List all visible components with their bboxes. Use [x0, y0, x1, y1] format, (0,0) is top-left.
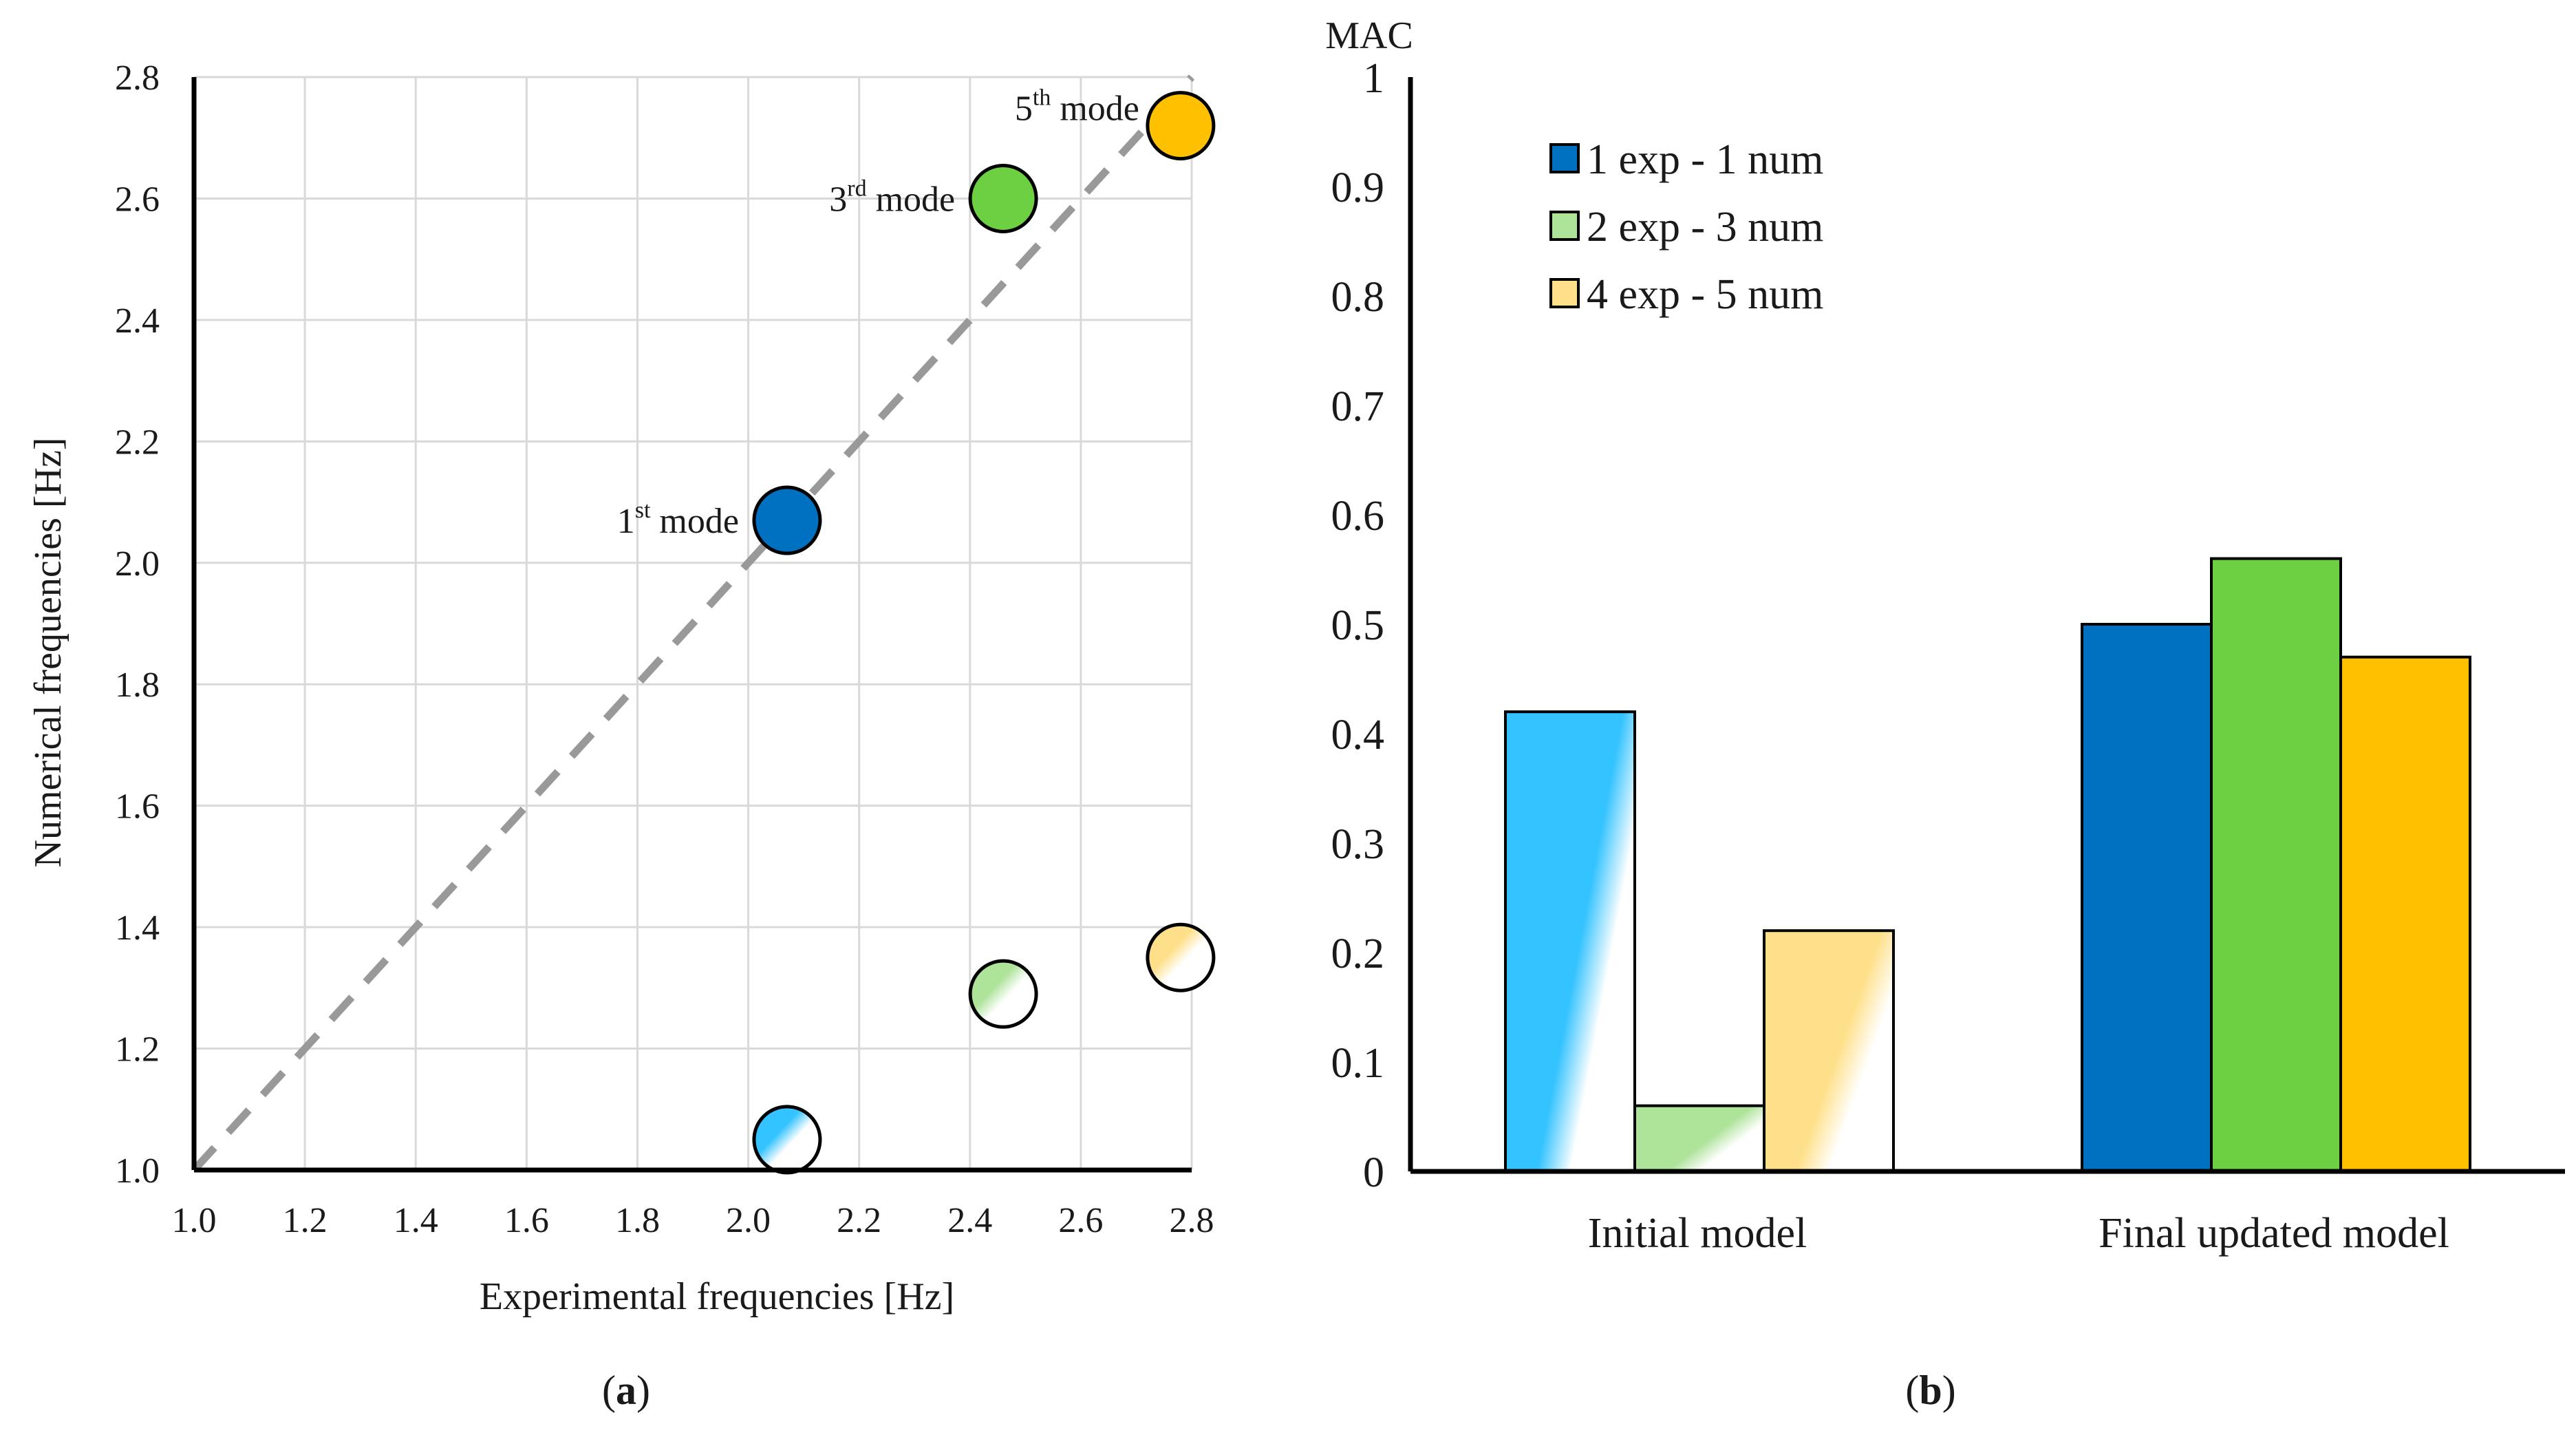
scatter-y-axis-title: Numerical frequencies [Hz] [27, 438, 69, 868]
scatter-y-tick-label: 1.4 [115, 908, 160, 948]
scatter-x-tick-label: 2.2 [837, 1201, 881, 1240]
scatter-x-tick-label: 2.0 [726, 1201, 771, 1240]
bar-chart-title: MAC [1325, 14, 1413, 57]
panel-label-b: (b) [1905, 1368, 1955, 1413]
bar-y-tick-label: 0.6 [1331, 493, 1385, 540]
scatter-x-tick-label: 1.6 [504, 1201, 549, 1240]
bar-y-tick-label: 0 [1363, 1149, 1384, 1196]
legend-label: 4 exp - 5 num [1587, 271, 1823, 318]
bar-y-tick-label: 0.8 [1331, 274, 1385, 321]
mode-annotation: 5th mode [1015, 85, 1139, 129]
legend-label: 1 exp - 1 num [1587, 136, 1823, 183]
initial-model-point [752, 1105, 822, 1175]
mode-ordinal-suffix: st [635, 498, 651, 523]
scatter-y-tick-label: 1.8 [115, 666, 160, 705]
mode-ordinal-suffix: rd [847, 176, 866, 201]
bar-y-ticks: 0 0.1 0.2 0.3 0.4 0.5 0.6 0.7 0.8 0.9 1 [1331, 55, 1385, 1196]
bar-y-tick-label: 0.3 [1331, 821, 1385, 868]
mode-word: mode [1051, 89, 1139, 129]
panel-letter-b: b [1919, 1368, 1942, 1413]
final-model-point [1146, 91, 1216, 161]
legend: 1 exp - 1 num 2 exp - 3 num 4 exp - 5 num [1549, 136, 1823, 318]
bar-initial-series-3 [1763, 929, 1895, 1173]
scatter-y-tick-label: 1.6 [115, 787, 160, 827]
bar-y-tick-label: 0.4 [1331, 712, 1385, 758]
legend-swatch [1549, 278, 1580, 308]
bar-category-label: Initial model [1588, 1210, 1807, 1257]
bar-initial-series-2 [1633, 1104, 1765, 1173]
scatter-x-tick-label: 2.6 [1058, 1201, 1103, 1240]
panel-label-a: (a) [602, 1368, 650, 1413]
scatter-x-tick-label: 1.0 [172, 1201, 217, 1240]
scatter-axes [191, 77, 1192, 1173]
bar-y-tick-label: 0.2 [1331, 931, 1385, 977]
bar-category-label: Final updated model [2099, 1210, 2449, 1257]
final-model-point [968, 163, 1038, 233]
scatter-x-ticks: 1.0 1.2 1.4 1.6 1.8 2.0 2.2 2.4 2.6 2.8 [172, 1201, 1214, 1240]
bar-chart: 0 0.1 0.2 0.3 0.4 0.5 0.6 0.7 0.8 0.9 1 Initial mo… [1325, 14, 2565, 1413]
mode-annotation: 1st mode [617, 498, 739, 541]
identity-reference-line [191, 74, 1195, 1173]
scatter-y-tick-label: 2.4 [115, 301, 160, 341]
mode-number: 5 [1015, 89, 1033, 129]
bar-y-tick-label: 0.7 [1331, 383, 1385, 430]
scatter-x-tick-label: 1.8 [615, 1201, 660, 1240]
scatter-y-tick-label: 1.2 [115, 1030, 160, 1070]
scatter-y-ticks: 1.0 1.2 1.4 1.6 1.8 2.0 2.2 2.4 2.6 2.8 [115, 59, 160, 1191]
scatter-x-tick-label: 1.4 [394, 1201, 438, 1240]
bar-y-tick-label: 1 [1363, 55, 1384, 102]
panel-letter-a: a [616, 1368, 636, 1413]
scatter-y-tick-label: 2.6 [115, 180, 160, 219]
legend-label: 2 exp - 3 num [1587, 204, 1823, 251]
bar-final-series-2 [2210, 557, 2342, 1173]
scatter-points [752, 91, 1216, 1175]
mode-number: 1 [617, 502, 635, 541]
legend-swatch [1549, 143, 1580, 173]
initial-model-point [1146, 922, 1216, 992]
mode-word: mode [867, 180, 956, 219]
bar-category-labels: Initial model Final updated model [1588, 1210, 2449, 1257]
mode-number: 3 [829, 180, 847, 219]
bar-y-tick-label: 0.1 [1331, 1040, 1385, 1087]
initial-model-point [968, 959, 1038, 1029]
bar-y-tick-label: 0.9 [1331, 164, 1385, 211]
mode-word: mode [650, 502, 739, 541]
bar-y-tick-label: 0.5 [1331, 602, 1385, 649]
mode-ordinal-suffix: th [1033, 85, 1051, 111]
scatter-x-axis-title: Experimental frequencies [Hz] [480, 1275, 954, 1318]
scatter-x-tick-label: 2.4 [947, 1201, 992, 1240]
mode-annotation: 3rd mode [829, 176, 955, 219]
bar-series [1504, 557, 2471, 1173]
legend-swatch [1549, 211, 1580, 241]
scatter-x-tick-label: 1.2 [283, 1201, 328, 1240]
bar-initial-series-1 [1504, 710, 1636, 1173]
bar-final-series-3 [2339, 655, 2471, 1173]
scatter-x-tick-label: 2.8 [1170, 1201, 1214, 1240]
scatter-y-tick-label: 1.0 [115, 1151, 160, 1191]
scatter-y-tick-label: 2.0 [115, 544, 160, 584]
scatter-y-tick-label: 2.2 [115, 423, 160, 462]
scatter-y-tick-label: 2.8 [115, 59, 160, 98]
final-model-point [752, 485, 822, 555]
bar-final-series-1 [2081, 623, 2213, 1173]
bar-axes [1408, 77, 2565, 1174]
